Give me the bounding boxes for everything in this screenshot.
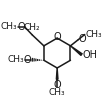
Text: CH₃: CH₃ — [85, 30, 102, 39]
Text: CH₃: CH₃ — [7, 55, 24, 64]
Text: O: O — [53, 80, 61, 90]
Text: O: O — [53, 32, 61, 42]
Polygon shape — [56, 68, 58, 79]
Text: CH₃: CH₃ — [49, 88, 66, 97]
Polygon shape — [71, 46, 82, 55]
Text: CH₂: CH₂ — [24, 23, 40, 32]
Text: CH₃: CH₃ — [1, 22, 17, 31]
Text: O: O — [79, 34, 86, 44]
Text: O: O — [17, 22, 25, 32]
Text: OH: OH — [83, 50, 98, 60]
Text: O: O — [23, 55, 31, 65]
